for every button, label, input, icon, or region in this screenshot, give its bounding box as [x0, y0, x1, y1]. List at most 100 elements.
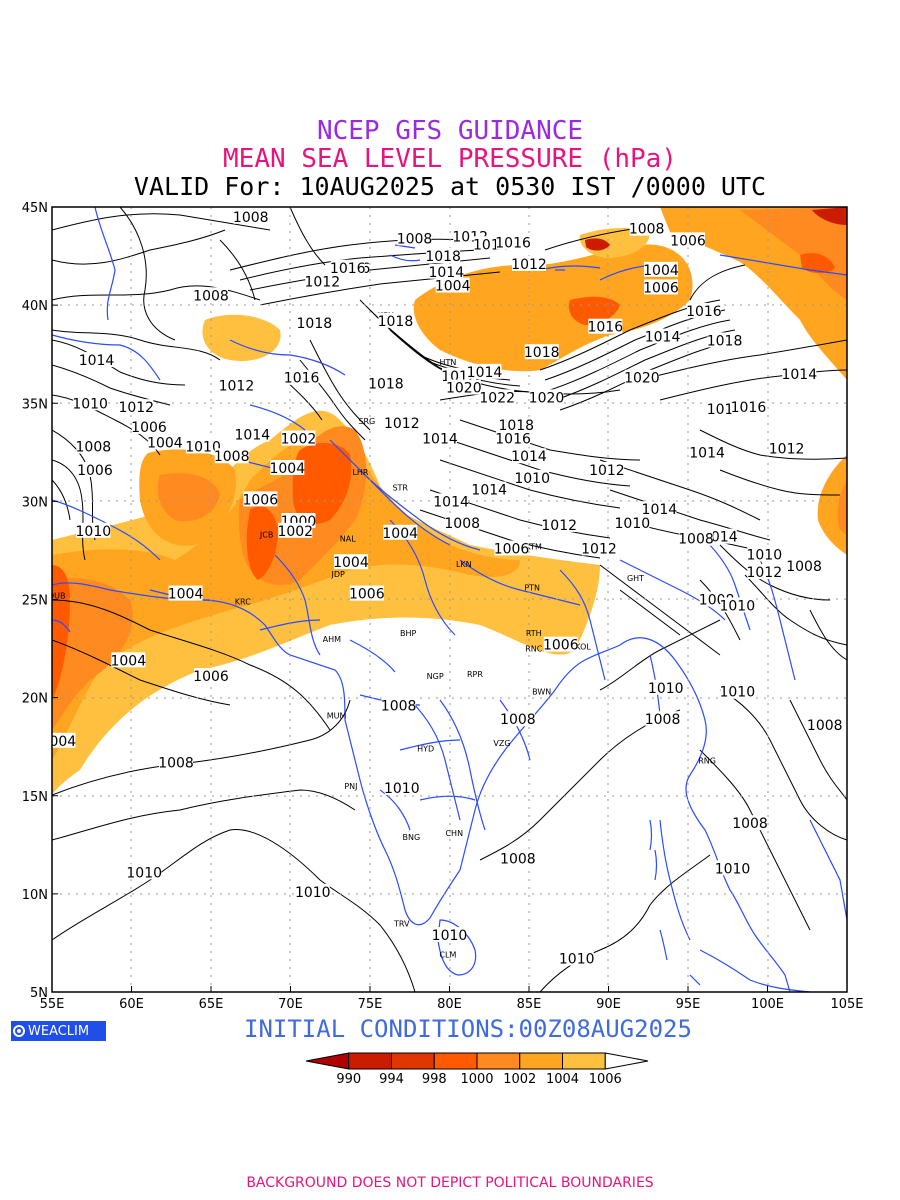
contour-label: 1010 — [126, 864, 162, 881]
svg-text:1002: 1002 — [277, 524, 313, 540]
svg-text:1016: 1016 — [587, 320, 623, 336]
colorbar-label: 1006 — [589, 1072, 622, 1087]
colorbar-label: 990 — [336, 1072, 361, 1087]
svg-text:1010: 1010 — [715, 861, 751, 877]
svg-text:1008: 1008 — [500, 712, 536, 728]
svg-text:1008: 1008 — [732, 816, 768, 832]
svg-text:1020: 1020 — [529, 390, 565, 406]
shade-1002 — [52, 578, 133, 730]
contour-label: 1002 — [281, 430, 316, 448]
contour-label: 1010 — [746, 546, 782, 563]
lon-tick-label: 95E — [676, 997, 701, 1012]
city-label-trv: TRV — [393, 919, 410, 928]
svg-text:1020: 1020 — [446, 381, 482, 397]
contour-label: 1018 — [524, 344, 560, 361]
contour-label: 1010 — [559, 950, 595, 968]
lon-tick-label: 80E — [437, 997, 462, 1012]
contour-label: 1016 — [495, 430, 531, 448]
lat-tick-label: 10N — [22, 888, 48, 903]
contour-label: 1010 — [514, 469, 550, 487]
contour-labels: 1008100810121016101810081012101410161012… — [52, 208, 843, 968]
svg-text:1008: 1008 — [397, 231, 433, 247]
contour-label: 1010 — [76, 522, 111, 540]
contour-label: 1008 — [158, 754, 194, 771]
city-label-rnc: RNC — [525, 645, 543, 654]
contour-label: 1008 — [444, 514, 480, 532]
shade-1000 — [292, 443, 352, 524]
svg-text:1012: 1012 — [118, 400, 154, 416]
lon-tick-label: 55E — [40, 997, 65, 1012]
shade-1004-west — [52, 440, 520, 760]
colorbar-label: 1000 — [460, 1072, 493, 1087]
lon-tick-label: 70E — [278, 997, 303, 1012]
city-label-bng: BNG — [403, 833, 421, 842]
svg-text:1010: 1010 — [746, 547, 782, 563]
pressure-shading — [52, 207, 847, 795]
svg-text:1006: 1006 — [643, 280, 679, 296]
city-label-ght: GHT — [627, 574, 644, 583]
city-label-hyd: HYD — [417, 745, 434, 754]
svg-text:1006: 1006 — [77, 463, 113, 479]
svg-text:1004: 1004 — [643, 263, 679, 279]
contour-label: 1008 — [807, 717, 843, 734]
contour-label: 1006 — [242, 491, 278, 508]
svg-text:1018: 1018 — [297, 316, 333, 332]
logo-text: WEACLIM — [28, 1023, 90, 1039]
contour-label: 1012 — [511, 255, 547, 273]
shade-1000-c — [52, 565, 70, 700]
colorbar-swatch — [519, 1052, 563, 1070]
contour-label: 1010 — [648, 679, 684, 697]
svg-text:1012: 1012 — [219, 379, 255, 395]
contour-label: 1010 — [719, 683, 755, 701]
colorbar-swatch — [433, 1052, 478, 1070]
svg-text:1014: 1014 — [511, 449, 547, 465]
svg-text:1016: 1016 — [330, 261, 366, 277]
svg-text:1008: 1008 — [76, 439, 112, 455]
contour-label: 1004 — [382, 524, 418, 542]
contour-label: 1008 — [678, 530, 714, 548]
contour-label: 1008 — [732, 815, 768, 832]
lat-tick-label: 30N — [22, 495, 48, 510]
svg-text:1010: 1010 — [719, 685, 755, 701]
contour-label: 1018 — [378, 312, 413, 330]
contour-label: 1006 — [494, 540, 529, 557]
contour-label: 1004 — [435, 277, 471, 295]
svg-text:1006: 1006 — [349, 587, 385, 603]
svg-text:1010: 1010 — [432, 928, 468, 944]
svg-text:1010: 1010 — [185, 439, 221, 455]
svg-text:1008: 1008 — [214, 449, 250, 465]
svg-text:1012: 1012 — [541, 518, 577, 534]
contour-label: 1010 — [72, 395, 108, 412]
svg-text:1006: 1006 — [543, 638, 579, 654]
svg-text:1014: 1014 — [471, 483, 507, 499]
title-line-2: MEAN SEA LEVEL PRESSURE (hPa) — [223, 144, 677, 174]
shade-ne-3 — [812, 207, 847, 225]
svg-text:1008: 1008 — [645, 712, 681, 728]
svg-text:1010: 1010 — [559, 952, 595, 968]
contour-label: 1020 — [446, 379, 482, 397]
initial-conditions: INITIAL CONDITIONS:00Z08AUG2025 — [244, 1015, 692, 1043]
lon-tick-label: 85E — [517, 997, 542, 1012]
contour-label: 1014 — [422, 430, 458, 448]
city-label-chn: CHN — [445, 829, 463, 838]
contour-label: 1014 — [781, 365, 817, 383]
city-label-kol: KOL — [575, 643, 591, 652]
colorbar-label: 1004 — [546, 1072, 579, 1087]
contour-label: 1010 — [432, 927, 468, 944]
svg-text:1022: 1022 — [479, 390, 515, 406]
contour-label: 1014 — [79, 352, 115, 369]
colorbar-label: 1002 — [503, 1072, 536, 1087]
svg-text:1006: 1006 — [193, 669, 229, 685]
city-label-clm: CLM — [439, 951, 456, 960]
contour-label: 1016 — [284, 369, 320, 387]
svg-text:1010: 1010 — [719, 598, 755, 614]
contour-label: 1008 — [500, 711, 536, 728]
svg-text:1008: 1008 — [158, 755, 194, 771]
contour-label: 1004 — [333, 554, 369, 571]
shade-ne-2 — [740, 207, 847, 300]
city-label-mum: MUM — [327, 711, 347, 720]
svg-text:1014: 1014 — [428, 265, 464, 281]
svg-text:1008: 1008 — [233, 210, 269, 226]
svg-text:1014: 1014 — [79, 353, 115, 369]
svg-text:1004: 1004 — [333, 555, 369, 571]
